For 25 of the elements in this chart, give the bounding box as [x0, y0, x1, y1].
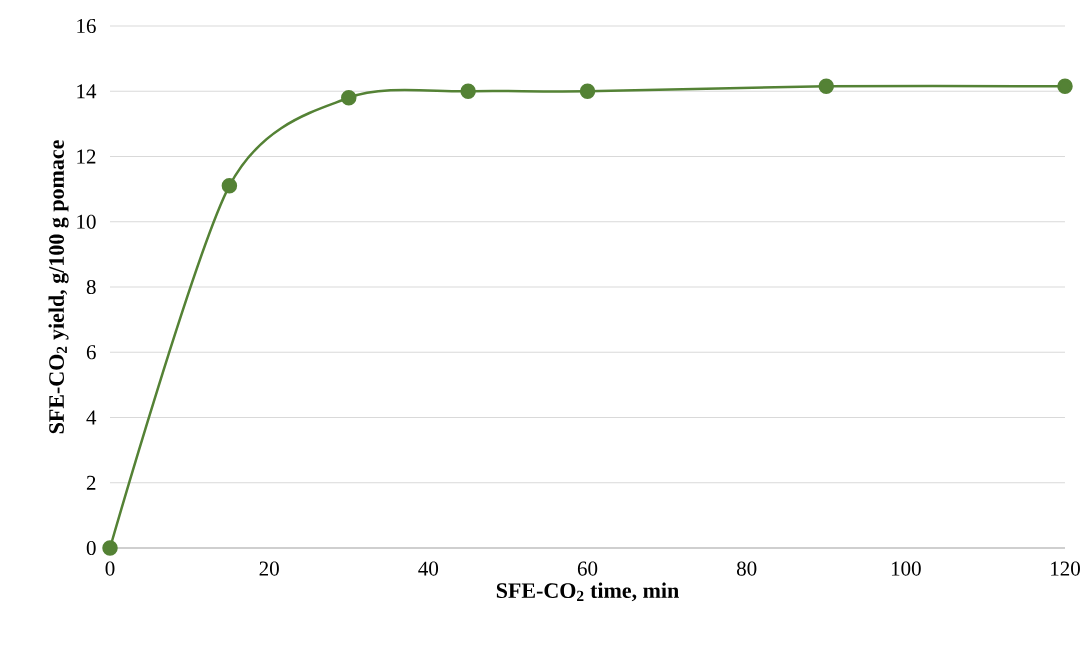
- y-tick-label: 6: [86, 345, 96, 360]
- y-tick-label: 2: [86, 475, 96, 490]
- point: [341, 90, 357, 106]
- x-tick-label: 40: [418, 561, 439, 576]
- y-tick-label: 14: [77, 84, 97, 99]
- y-tick-label: 4: [86, 410, 97, 425]
- x-tick-label: 60: [577, 561, 598, 576]
- x-tick-label: 0: [105, 561, 115, 576]
- x-tick-label: 120: [1051, 561, 1080, 576]
- x-tick-label: 80: [736, 561, 757, 576]
- y-axis-title: SFE-CO$_{2}$ yield, g/100 g pomace: [48, 140, 69, 434]
- point: [460, 83, 476, 99]
- x-tick-label: 20: [259, 561, 279, 576]
- point: [221, 178, 238, 194]
- y-tick-label: 8: [86, 279, 96, 295]
- x-tick-label: 100: [891, 561, 921, 576]
- point: [818, 78, 834, 95]
- y-tick-label: 10: [77, 214, 96, 229]
- point: [579, 83, 596, 99]
- point: [102, 540, 118, 556]
- y-tick-label: 12: [77, 149, 96, 164]
- y-tick-label: 0: [86, 540, 96, 556]
- point: [1057, 78, 1073, 95]
- x-axis-title: SFE-CO$_{2}$ time, min: [496, 582, 679, 602]
- y-tick-label: 16: [77, 18, 96, 34]
